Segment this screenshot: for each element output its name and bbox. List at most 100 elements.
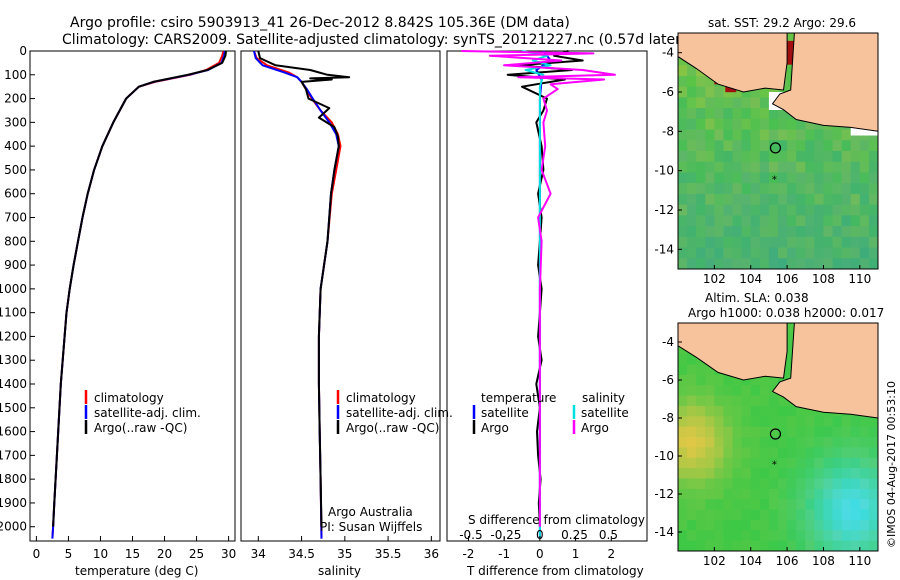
map-cell [678,540,688,551]
map-cell [732,151,743,163]
map-cell [778,499,788,511]
map-cell [796,478,806,490]
map-y-tick-label: -4 [662,335,674,349]
map-cell [841,129,852,141]
map-cell [732,86,743,98]
island-marker: * [772,459,777,470]
map-cell [732,405,743,417]
map-cell [732,457,743,469]
map-cell [850,447,861,459]
map-cell [714,447,724,459]
map-cell [705,416,715,428]
map-cell [687,129,697,141]
map-cell [750,509,761,521]
difference-panel-frame [446,50,648,542]
title-line-2: Climatology: CARS2009. Satellite-adjuste… [62,32,686,48]
map-cell [732,447,743,459]
map-cell [832,540,843,551]
map-cell [814,151,824,163]
map-cell [714,499,724,511]
map-cell [778,118,788,131]
map-cell [841,509,852,521]
map-cell [832,151,843,163]
map-cell [787,468,797,479]
map-cell [796,509,806,521]
map-x-tick-label: 102 [703,272,726,286]
map-cell [732,478,743,490]
temperature-x-label: temperature (deg C) [75,564,198,578]
legend-label-argo: Argo(..raw -QC) [94,421,187,435]
map-cell [741,118,752,131]
map-cell [750,258,761,269]
map-cell [841,236,852,249]
map-cell [841,499,852,511]
sla-map-title-line-1: Altim. SLA: 0.038 [705,291,809,305]
map-cell [859,540,870,551]
map-cell [696,86,706,98]
map-y-tick-label: -4 [662,46,674,60]
map-cell [832,215,843,227]
map-cell [768,457,779,469]
map-cell [741,478,752,490]
map-cell [859,258,870,269]
map-cell [678,140,688,152]
map-cell [723,140,734,152]
map-cell [823,447,834,459]
map-cell [868,540,878,551]
map-cell [850,183,861,195]
salinity-series [253,50,351,539]
map-cell [759,172,770,184]
map-cell [759,478,770,490]
map-cell [741,161,752,173]
map-cell [841,204,852,216]
map-cell [823,478,834,490]
map-cell [859,509,870,521]
map-cell [814,499,824,511]
map-cell [805,457,815,469]
map-cell [832,204,843,216]
map-cell [705,226,715,238]
map-x-tick-label: 106 [776,554,799,568]
map-cell [759,540,770,551]
map-x-tick-label: 110 [848,272,871,286]
map-cell [768,405,779,417]
map-cell [714,478,724,490]
map-cell [841,161,852,173]
map-cell [814,540,824,551]
map-cell [687,385,697,397]
map-cell [705,468,715,479]
map-cell [705,215,715,227]
map-cell [759,247,770,259]
map-cell [678,226,688,238]
map-cell [723,215,734,227]
map-cell [841,247,852,259]
profile-location-marker [769,142,782,154]
map-cell [768,226,779,238]
temperature-series [51,50,227,539]
map-x-tick-label: 108 [812,554,835,568]
map-cell [678,193,688,206]
land-sumatra [678,323,788,381]
map-cell [859,416,870,428]
map-cell [714,193,724,206]
map-cell [741,437,752,448]
map-cell [814,488,824,500]
map-cell [778,140,788,152]
map-cell [723,437,734,448]
map-cell [732,426,743,438]
map-cell [705,161,715,173]
map-cell [778,478,788,490]
depth-axis: 0 100 200 300 400 500 600 700 800 900 1000 1100 1200… [0,44,35,534]
map-cell [796,172,806,184]
map-cell [705,204,715,216]
map-cell [823,193,834,206]
map-cell [805,215,815,227]
map-cell [823,488,834,500]
map-cell [687,204,697,216]
legend-label-salinity-argo: Argo [581,421,609,435]
map-cell [723,172,734,184]
legend-heading-salinity: salinity [582,391,625,405]
map-cell [696,204,706,216]
map-cell [750,385,761,397]
map-cell [814,129,824,141]
